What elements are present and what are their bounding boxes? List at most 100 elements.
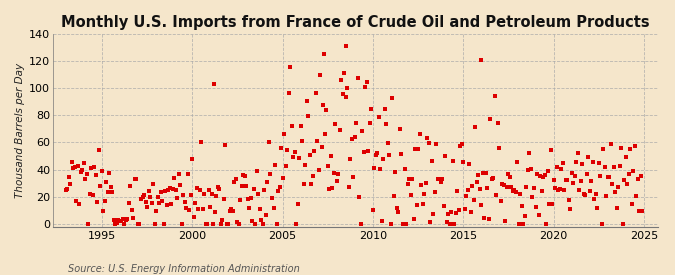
Point [543,202,554,207]
Point [632,177,643,181]
Point [134,222,145,226]
Point [130,176,140,181]
Point [336,78,347,82]
Point [84,192,95,196]
Point [297,138,308,143]
Point [372,151,383,155]
Point [340,44,351,48]
Point [324,187,335,191]
Point [530,204,541,209]
Point [169,176,180,180]
Point [229,180,240,185]
Point [423,141,434,146]
Point [262,180,273,184]
Point [176,222,187,226]
Point [226,207,237,211]
Point [281,147,292,152]
Point [379,107,390,112]
Point [473,172,484,177]
Point [208,222,219,226]
Point [60,188,71,192]
Point [213,184,223,189]
Point [604,174,615,179]
Point [271,222,282,226]
Point [83,222,94,226]
Point [345,157,356,161]
Point [109,218,119,222]
Point [256,218,267,222]
Point [549,185,560,190]
Point [630,144,641,148]
Point [405,193,416,197]
Point [199,192,210,196]
Point [352,76,363,81]
Point [148,182,159,186]
Point [93,147,104,152]
Point [516,204,527,208]
Point [607,182,618,186]
Point [369,166,380,170]
Point [354,195,364,199]
Point [596,222,607,226]
Point [175,183,186,187]
Point [477,170,488,175]
Point [242,197,253,201]
Point [138,192,149,197]
Point [99,199,110,204]
Point [580,193,591,197]
Point [592,205,603,210]
Point [417,201,428,206]
Point [412,147,423,151]
Point [117,216,128,221]
Point [264,140,275,144]
Point [246,196,256,200]
Point [97,169,107,174]
Point [310,90,321,95]
Point [63,174,74,179]
Point [637,208,648,213]
Point [217,218,227,222]
Point [475,186,485,191]
Point [465,210,476,214]
Point [333,172,344,176]
Point [398,222,408,226]
Point [157,199,167,203]
Point [539,173,550,178]
Point [143,189,154,193]
Point [295,124,306,128]
Point [367,207,378,212]
Point [481,171,491,175]
Point [470,124,481,129]
Point [504,175,515,179]
Point [548,178,559,183]
Point [515,191,526,196]
Point [331,179,342,183]
Point [131,177,142,182]
Point [334,128,345,132]
Point [205,205,216,210]
Point [587,160,598,164]
Point [364,121,375,125]
Point [232,219,243,224]
Point [373,114,384,119]
Point [529,186,539,190]
Point [533,213,544,217]
Point [86,166,97,170]
Point [163,187,173,192]
Point [387,96,398,101]
Point [502,185,512,189]
Point [188,215,199,220]
Point [76,170,86,174]
Title: Monthly U.S. Imports from France of Crude Oil and Petroleum Products: Monthly U.S. Imports from France of Crud… [61,15,650,30]
Point [304,153,315,157]
Point [503,171,514,176]
Point [221,222,232,226]
Point [458,160,468,164]
Point [269,163,280,168]
Point [178,193,188,198]
Point [158,222,169,226]
Text: Source: U.S. Energy Information Administration: Source: U.S. Energy Information Administ… [68,264,299,274]
Point [591,192,601,197]
Point [101,180,112,184]
Point [418,192,429,196]
